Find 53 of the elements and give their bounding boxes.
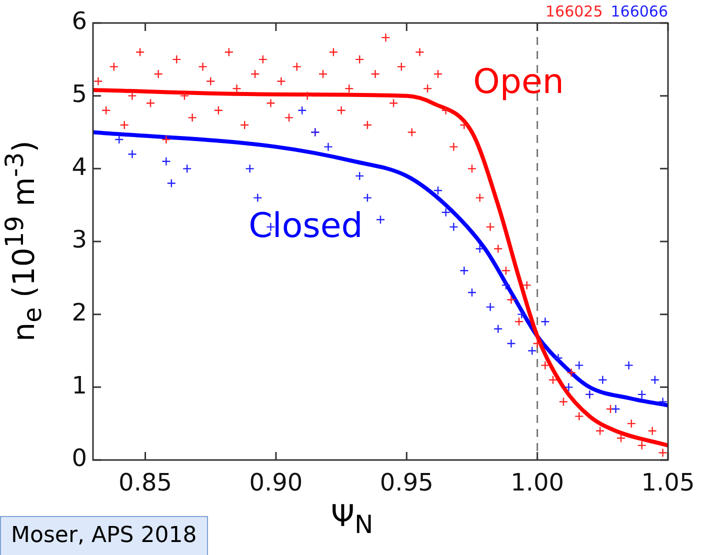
point — [128, 150, 137, 159]
point — [182, 164, 192, 174]
x-tick-label: 0.95 — [380, 468, 434, 497]
point — [574, 360, 584, 370]
y-tick-label: 5 — [72, 80, 87, 108]
point — [460, 266, 469, 276]
point — [517, 310, 526, 319]
point — [354, 171, 364, 181]
point — [362, 193, 372, 202]
point — [162, 156, 171, 166]
point — [297, 106, 307, 115]
point — [376, 215, 386, 224]
point — [449, 222, 458, 232]
y-tick-label: 1 — [72, 371, 87, 400]
text: 166066 — [610, 2, 668, 20]
y-tick-label: 6 — [72, 7, 87, 36]
x-tick-label: 0.90 — [249, 468, 303, 497]
point — [554, 353, 563, 363]
point — [611, 404, 620, 414]
point — [114, 134, 124, 144]
point — [624, 360, 634, 370]
line-series — [93, 130, 668, 408]
point — [658, 397, 668, 406]
y-tick-label: 0 — [72, 444, 87, 472]
point — [441, 208, 450, 217]
point — [433, 186, 443, 196]
point — [324, 142, 333, 152]
point — [475, 244, 484, 254]
point — [564, 382, 574, 392]
x-tick-label: 1.00 — [510, 468, 564, 497]
point — [637, 390, 646, 400]
y-tick-label: 2 — [72, 298, 87, 327]
x-tick-label: 0.85 — [118, 468, 172, 497]
x-axis-title: Ψ$_{N}$ — [330, 499, 374, 541]
point — [650, 375, 660, 384]
y-tick-label: 4 — [72, 152, 87, 181]
point — [527, 346, 537, 356]
point — [598, 375, 608, 384]
series-label: Closed — [248, 206, 363, 246]
y-tick-label: 3 — [72, 226, 87, 254]
series-label: Open — [473, 62, 564, 102]
point — [467, 288, 477, 298]
point — [253, 193, 262, 202]
point — [494, 324, 503, 334]
text: Moser, APS 2018 — [0, 516, 208, 555]
point — [506, 338, 516, 348]
x-tick-label: 1.05 — [641, 468, 695, 497]
point — [501, 280, 511, 290]
point — [486, 302, 495, 312]
point — [166, 178, 176, 188]
point — [540, 317, 550, 326]
text: 166025 — [545, 2, 603, 20]
point — [245, 164, 254, 174]
